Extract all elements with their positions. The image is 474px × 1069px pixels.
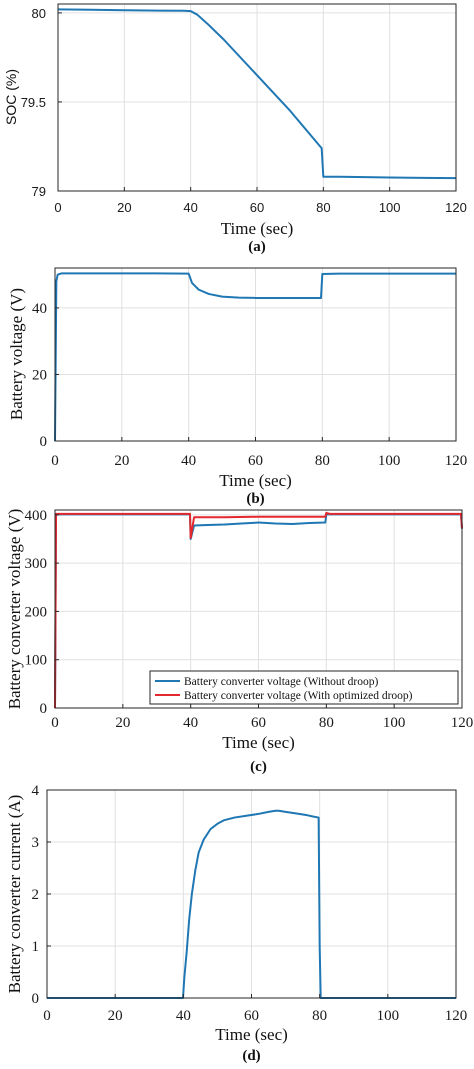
panel-caption: (a) [248, 239, 266, 255]
chart-panel-2: 0 20 40 60 80 100 120 0 100 200 300 400 Time (sec) Ba… [5, 508, 473, 775]
series-line-1 [54, 511, 463, 709]
series-line-0 [47, 809, 456, 999]
x-axis-label: Time (sec) [221, 219, 294, 238]
x-tick-label: 40 [183, 715, 198, 731]
x-tick-label: 60 [250, 200, 264, 215]
x-tick-label: 60 [248, 453, 263, 469]
panel-caption: (b) [246, 491, 264, 507]
legend-label-0: Battery converter voltage (Without droop… [184, 676, 379, 688]
x-tick-label: 80 [316, 200, 330, 215]
x-tick-label: 100 [377, 1008, 400, 1024]
x-tick-label: 40 [176, 1008, 191, 1024]
y-tick-label: 4 [32, 783, 40, 799]
legend-label-1: Battery converter voltage (With optimize… [184, 690, 413, 702]
x-tick-label: 80 [312, 1008, 327, 1024]
y-tick-label: 1 [32, 939, 40, 955]
y-tick-label: 300 [25, 556, 48, 572]
y-axis-label: SOC (%) [3, 69, 19, 125]
y-tick-label: 40 [32, 301, 47, 317]
x-axis-label: Time (sec) [219, 471, 292, 490]
series-line-0 [57, 8, 457, 180]
x-tick-label: 60 [251, 715, 266, 731]
x-tick-label: 80 [319, 715, 334, 731]
series-line-0 [54, 272, 456, 442]
y-tick-label: 20 [32, 367, 47, 383]
chart-panel-1: 0 20 40 60 80 100 120 0 20 40 Time (sec) Battery vo… [7, 267, 468, 507]
panel-caption: (d) [242, 1048, 260, 1064]
y-tick-label: 0 [40, 434, 48, 450]
x-tick-label: 0 [51, 453, 59, 469]
x-tick-label: 60 [244, 1008, 259, 1024]
x-tick-label: 120 [445, 453, 468, 469]
x-tick-label: 40 [183, 200, 197, 215]
y-tick-label: 3 [32, 835, 40, 851]
x-tick-label: 20 [117, 200, 131, 215]
y-tick-label: 0 [40, 701, 48, 717]
x-axis-label: Time (sec) [215, 1025, 288, 1044]
y-tick-label: 200 [25, 604, 48, 620]
y-tick-label: 0 [32, 991, 40, 1007]
x-tick-label: 120 [445, 200, 467, 215]
x-tick-label: 100 [378, 453, 401, 469]
y-tick-label: 400 [25, 508, 48, 524]
x-tick-label: 120 [445, 1008, 468, 1024]
legend-box [149, 670, 459, 705]
x-axis-label: Time (sec) [222, 733, 295, 752]
legend: Battery converter voltage (Without droop… [149, 670, 459, 705]
x-tick-label: 20 [114, 453, 129, 469]
y-axis-label: Battery voltage (V) [7, 288, 26, 420]
x-tick-label: 40 [181, 453, 196, 469]
x-tick-label: 20 [108, 1008, 123, 1024]
chart-panel-3: 0 20 40 60 80 100 120 0 1 2 3 4 Time (sec) Battery co… [5, 783, 467, 1064]
y-tick-label: 2 [32, 887, 40, 903]
x-tick-label: 80 [315, 453, 330, 469]
y-tick-label: 79 [32, 184, 46, 199]
x-tick-label: 20 [115, 715, 130, 731]
x-tick-label: 0 [43, 1008, 51, 1024]
x-tick-label: 100 [379, 200, 401, 215]
x-tick-label: 0 [54, 200, 61, 215]
panel-caption: (c) [250, 759, 267, 775]
y-tick-label: 79.5 [21, 95, 46, 110]
chart-panel-0: 0 20 40 60 80 100 120 79 79.5 80 Time (sec) SOC (%)… [3, 3, 467, 255]
y-tick-label: 100 [25, 653, 48, 669]
y-axis-label: Battery converter current (A) [5, 795, 24, 994]
y-tick-label: 80 [32, 6, 46, 21]
x-tick-label: 120 [451, 715, 474, 731]
x-tick-label: 0 [51, 715, 59, 731]
x-tick-label: 100 [383, 715, 406, 731]
y-axis-label: Battery converter voltage (V) [5, 509, 24, 710]
